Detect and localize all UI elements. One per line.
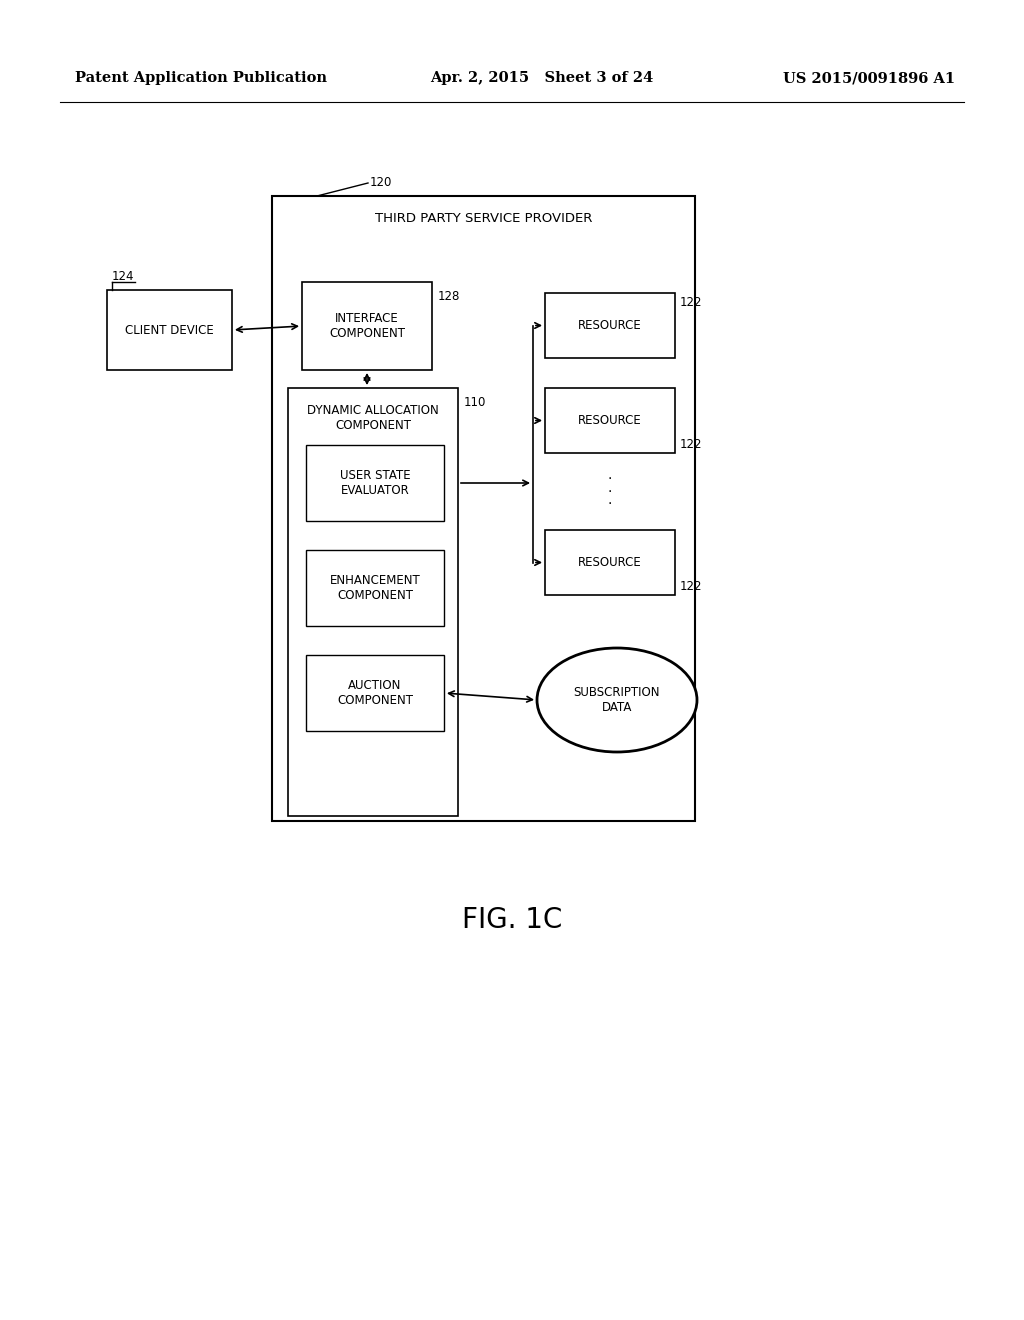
Text: USER STATE
EVALUATOR: USER STATE EVALUATOR — [340, 469, 411, 498]
Bar — [545, 531, 675, 595]
Text: RESOURCE: RESOURCE — [579, 414, 642, 426]
Text: US 2015/0091896 A1: US 2015/0091896 A1 — [783, 71, 955, 84]
Text: 122: 122 — [680, 297, 702, 309]
Bar — [306, 550, 444, 626]
Bar — [272, 195, 695, 821]
Text: 122: 122 — [680, 438, 702, 451]
Text: DYNAMIC ALLOCATION
COMPONENT: DYNAMIC ALLOCATION COMPONENT — [307, 404, 439, 432]
Text: SUBSCRIPTION
DATA: SUBSCRIPTION DATA — [573, 686, 660, 714]
Text: RESOURCE: RESOURCE — [579, 556, 642, 569]
Text: ·
·
·: · · · — [608, 471, 612, 511]
Bar — [288, 388, 458, 816]
Bar — [306, 445, 444, 521]
Text: CLIENT DEVICE: CLIENT DEVICE — [125, 323, 214, 337]
Text: RESOURCE: RESOURCE — [579, 319, 642, 333]
Text: Apr. 2, 2015   Sheet 3 of 24: Apr. 2, 2015 Sheet 3 of 24 — [430, 71, 653, 84]
Text: Patent Application Publication: Patent Application Publication — [75, 71, 327, 84]
Bar — [106, 290, 232, 370]
Text: 122: 122 — [680, 581, 702, 594]
Bar — [545, 388, 675, 453]
Text: 110: 110 — [464, 396, 486, 408]
Text: 124: 124 — [112, 269, 134, 282]
Text: 120: 120 — [370, 177, 392, 190]
Text: THIRD PARTY SERVICE PROVIDER: THIRD PARTY SERVICE PROVIDER — [375, 211, 592, 224]
Bar — [302, 282, 432, 370]
Text: INTERFACE
COMPONENT: INTERFACE COMPONENT — [329, 312, 406, 341]
Bar — [545, 293, 675, 358]
Ellipse shape — [537, 648, 697, 752]
Text: 128: 128 — [438, 289, 461, 302]
Text: ENHANCEMENT
COMPONENT: ENHANCEMENT COMPONENT — [330, 574, 421, 602]
Bar — [306, 655, 444, 731]
Text: FIG. 1C: FIG. 1C — [462, 906, 562, 935]
Text: AUCTION
COMPONENT: AUCTION COMPONENT — [337, 678, 413, 708]
